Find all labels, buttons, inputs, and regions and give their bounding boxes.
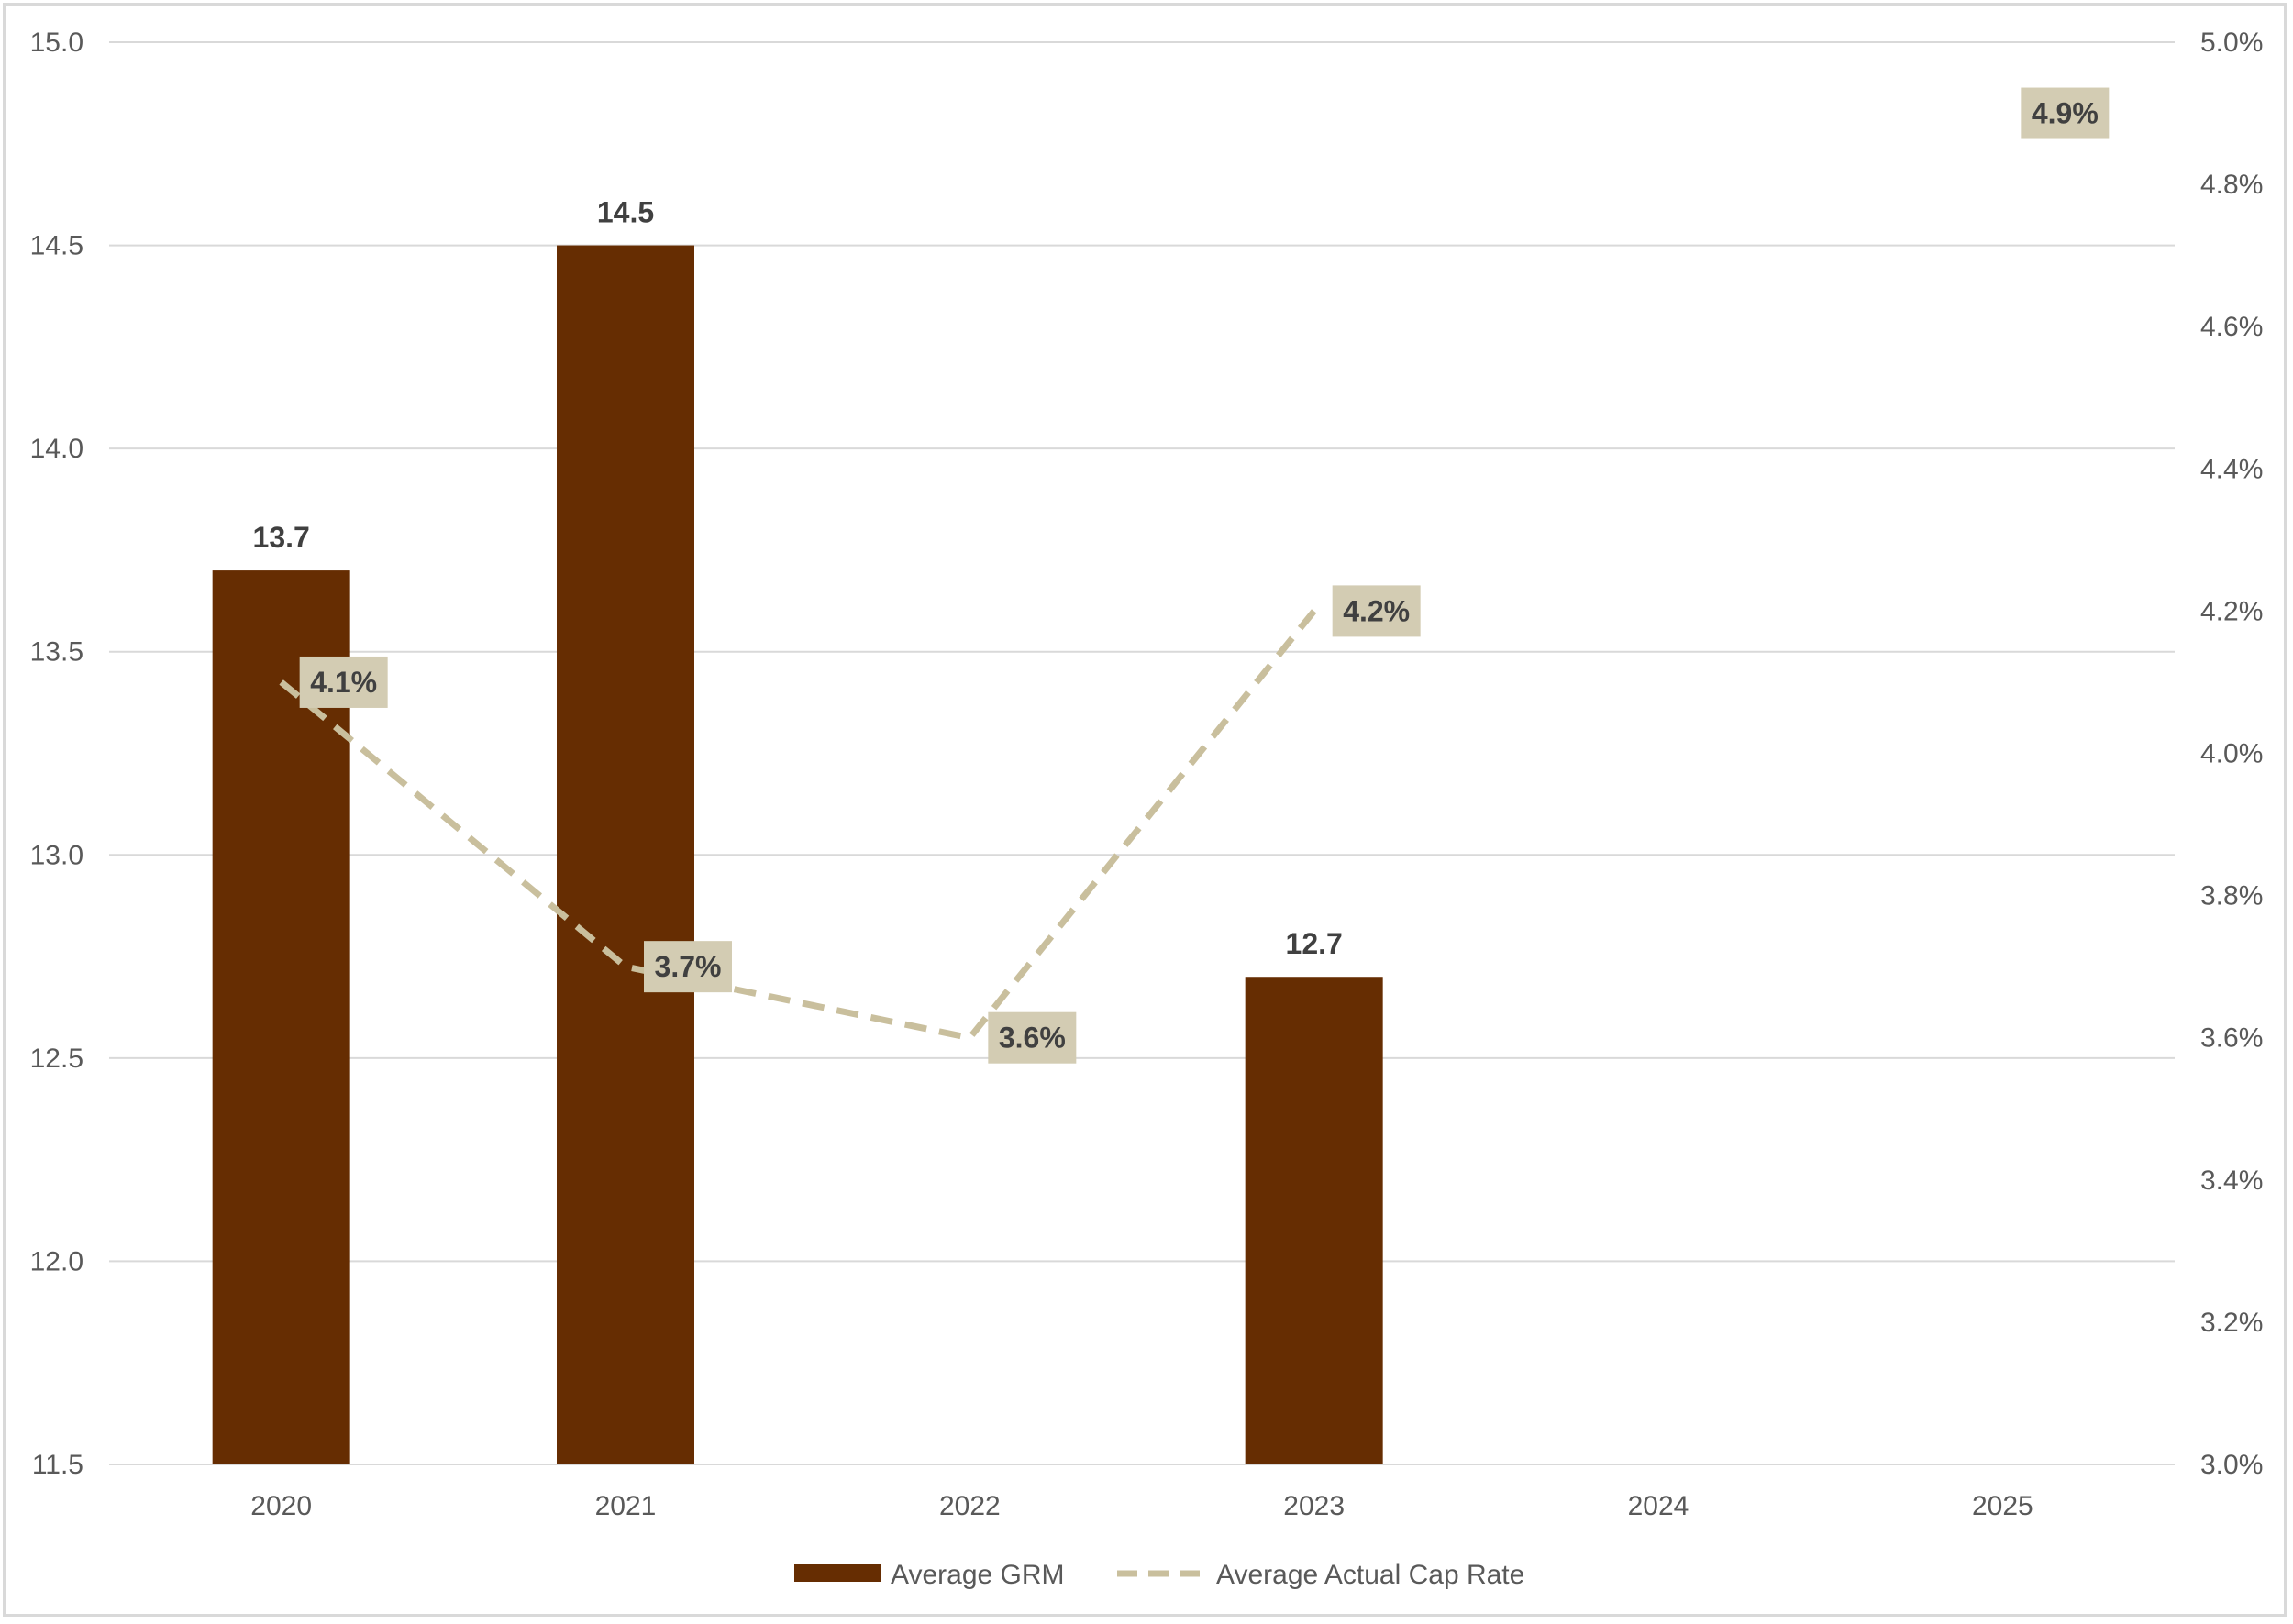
y-tick-label-left: 14.0 bbox=[30, 434, 83, 464]
y-tick-label-right: 4.0% bbox=[2200, 739, 2263, 769]
bar-data-label: 14.5 bbox=[597, 196, 654, 229]
y-tick-label-right: 3.4% bbox=[2200, 1166, 2263, 1196]
line-label-box bbox=[988, 1011, 1077, 1064]
combo-chart: 13.7 14.5 12.7 4.1% 3.7% 3.6% 4.2% 4.9% 11.5 12.… bbox=[30, 28, 2264, 1590]
line-data-label: 4.9% bbox=[2032, 97, 2099, 130]
x-tick-label: 2023 bbox=[1283, 1491, 1345, 1521]
x-tick-label: 2025 bbox=[1972, 1491, 2033, 1521]
cap-rate-line bbox=[279, 609, 1317, 1042]
bar bbox=[212, 570, 350, 1464]
legend-label-grm: Average GRM bbox=[891, 1560, 1065, 1590]
legend-swatch-grm bbox=[794, 1564, 881, 1582]
y-tick-label-right: 3.6% bbox=[2200, 1023, 2263, 1054]
legend-label-cap-rate: Average Actual Cap Rate bbox=[1216, 1560, 1524, 1590]
y-tick-label-right: 4.8% bbox=[2200, 170, 2263, 200]
y-tick-label-right: 3.2% bbox=[2200, 1308, 2263, 1338]
line-label-box bbox=[1332, 585, 1421, 637]
line-label-box bbox=[2021, 87, 2110, 139]
bar bbox=[1245, 977, 1383, 1464]
x-tick-label: 2021 bbox=[595, 1491, 657, 1521]
line-label-box bbox=[299, 656, 388, 708]
y-tick-label-left: 13.0 bbox=[30, 840, 83, 870]
y-tick-label-left: 14.5 bbox=[30, 231, 83, 261]
y-tick-label-right: 3.0% bbox=[2200, 1450, 2263, 1480]
y-tick-label-right: 3.8% bbox=[2200, 881, 2263, 911]
y-tick-label-left: 13.5 bbox=[30, 637, 83, 668]
y-tick-label-right: 4.6% bbox=[2200, 312, 2263, 342]
x-tick-label: 2022 bbox=[939, 1491, 1001, 1521]
y-tick-label-left: 15.0 bbox=[30, 28, 83, 58]
y-tick-label-right: 4.2% bbox=[2200, 596, 2263, 626]
x-tick-label: 2020 bbox=[250, 1491, 312, 1521]
bar-series bbox=[212, 245, 1383, 1465]
chart-frame: 13.7 14.5 12.7 4.1% 3.7% 3.6% 4.2% 4.9% 11.5 12.… bbox=[3, 3, 2287, 1617]
line-data-label: 4.1% bbox=[310, 666, 377, 699]
y-tick-label-left: 11.5 bbox=[32, 1450, 83, 1480]
bar bbox=[557, 245, 694, 1465]
y-tick-label-right: 5.0% bbox=[2200, 28, 2263, 58]
line-label-box bbox=[644, 941, 732, 993]
x-tick-label: 2024 bbox=[1628, 1491, 1689, 1521]
y-tick-label-left: 12.0 bbox=[30, 1246, 83, 1276]
bar-data-label: 13.7 bbox=[253, 521, 310, 554]
axes: 11.5 12.0 12.5 13.0 13.5 14.0 14.5 15.0 3.0% 3.2%… bbox=[30, 28, 2264, 1521]
y-tick-label-left: 12.5 bbox=[30, 1044, 83, 1074]
line-series bbox=[279, 609, 1317, 1042]
data-labels: 13.7 14.5 12.7 4.1% 3.7% 3.6% 4.2% 4.9% bbox=[253, 87, 2110, 1064]
line-data-label: 4.2% bbox=[1343, 594, 1410, 627]
gridlines bbox=[109, 41, 2175, 1465]
legend: Average GRM Average Actual Cap Rate bbox=[794, 1560, 1524, 1590]
line-data-label: 3.6% bbox=[999, 1022, 1066, 1055]
bar-data-label: 12.7 bbox=[1286, 927, 1343, 960]
y-tick-label-right: 4.4% bbox=[2200, 454, 2263, 484]
line-data-label: 3.7% bbox=[655, 950, 722, 983]
